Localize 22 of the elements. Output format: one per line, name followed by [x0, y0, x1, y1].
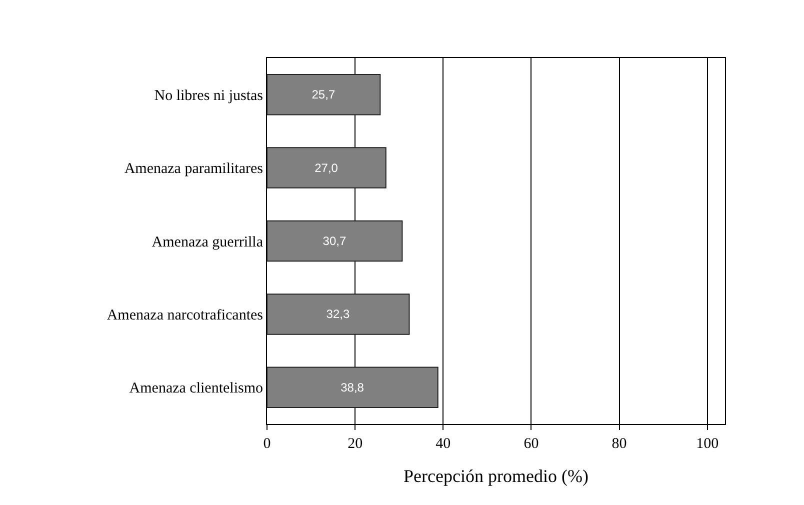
y-tick-label: Amenaza paramilitares — [124, 161, 264, 178]
x-tick-label: 20 — [348, 436, 363, 452]
y-tick-label: Amenaza guerrilla — [152, 234, 264, 250]
x-tick-label: 100 — [696, 436, 719, 452]
y-tick-label: Amenaza clientelismo — [129, 380, 263, 397]
data-label: 32,3 — [326, 307, 350, 322]
data-label: 27,0 — [314, 160, 338, 175]
bar — [267, 366, 438, 408]
x-tick-label: 80 — [612, 436, 627, 452]
bar — [267, 294, 410, 335]
data-label: 30,7 — [322, 234, 346, 248]
x-tick-label: 0 — [263, 436, 271, 452]
bar — [267, 74, 381, 116]
bar — [267, 220, 403, 262]
y-tick-label: Amenaza narcotraficantes — [106, 307, 264, 324]
bar — [267, 147, 386, 188]
x-axis-title: Percepción promedio (%) — [404, 466, 588, 486]
x-tick-label: 40 — [436, 436, 451, 452]
y-tick-label: No libres ni justas — [154, 88, 264, 104]
data-label: 25,7 — [312, 88, 336, 102]
x-tick-label: 60 — [524, 436, 539, 452]
data-label: 38,8 — [340, 380, 364, 394]
